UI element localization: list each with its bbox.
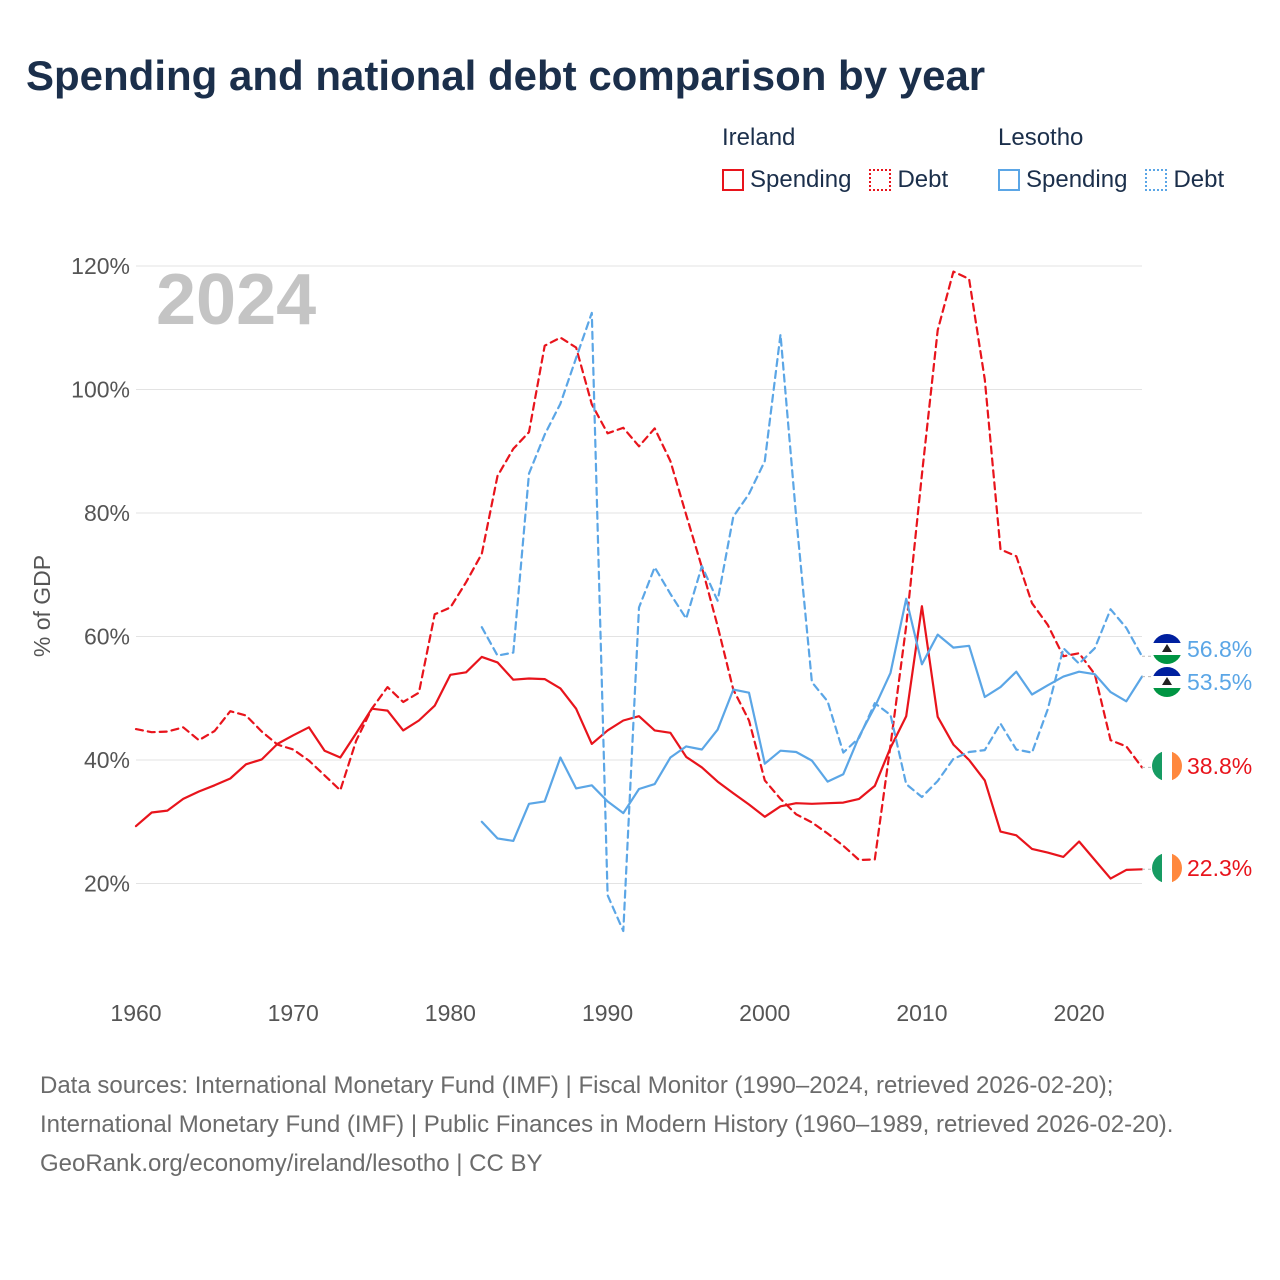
legend-item-lesotho-debt[interactable]: Debt (1145, 166, 1224, 194)
legend-swatch-dotted (869, 169, 892, 191)
legend-lesotho: Lesotho Spending Debt (998, 124, 1242, 194)
x-tick-label: 2010 (896, 1000, 947, 1026)
lesotho-flag-icon (1152, 667, 1182, 697)
gridlines (136, 265, 1142, 884)
x-tick-label: 2020 (1054, 1000, 1105, 1026)
series-line-ireland-spending[interactable] (134, 605, 1144, 880)
x-tick-label: 1980 (425, 1000, 476, 1026)
chart-title: Spending and national debt comparison by… (26, 52, 986, 99)
lesotho-flag-icon (1152, 634, 1182, 664)
y-tick-label: 40% (84, 747, 130, 773)
legend-item-ireland-debt[interactable]: Debt (869, 166, 948, 194)
legend-label: Debt (897, 166, 949, 193)
end-label-lesotho-debt: 56.8% (1187, 636, 1252, 662)
y-tick-label: 120% (71, 253, 130, 279)
series-line-lesotho-debt[interactable] (480, 311, 1144, 933)
legend-item-lesotho-spending[interactable]: Spending (998, 166, 1127, 194)
end-label-ireland-debt: 38.8% (1187, 753, 1252, 779)
legend-label: Debt (1173, 166, 1225, 193)
end-labels: 56.8% 53.5% 38.8% 22.3% (1187, 636, 1252, 881)
legend-swatch-solid (998, 169, 1020, 191)
legend-label: Spending (1026, 166, 1128, 193)
legend-country-ireland: Ireland (722, 124, 796, 151)
legend-label: Spending (750, 166, 852, 193)
legend-swatch-dotted (1145, 169, 1168, 191)
legend-swatch-solid (722, 169, 744, 191)
x-tick-label: 1990 (582, 1000, 633, 1026)
y-axis-label: % of GDP (29, 555, 55, 657)
y-tick-label: 20% (84, 871, 130, 897)
axes: % of GDP 20% 40% 60% 80% 100% 120% 1960 1970 198… (29, 253, 1105, 1026)
ireland-flag-icon (1152, 853, 1182, 883)
series-line-ireland-debt[interactable] (134, 270, 1144, 862)
series (134, 270, 1152, 933)
legend-item-ireland-spending[interactable]: Spending (722, 166, 851, 194)
credit-line: GeoRank.org/economy/ireland/lesotho | CC… (40, 1150, 543, 1177)
legend-country-lesotho: Lesotho (998, 124, 1084, 151)
year-watermark: 2024 (156, 260, 316, 340)
y-tick-label: 60% (84, 624, 130, 650)
y-tick-label: 100% (71, 377, 130, 403)
ireland-flag-icon (1152, 751, 1182, 781)
x-tick-label: 1960 (110, 1000, 161, 1026)
line-chart: % of GDP 20% 40% 60% 80% 100% 120% 1960 1970 198… (29, 253, 1252, 1026)
end-label-lesotho-spending: 53.5% (1187, 669, 1252, 695)
series-line-lesotho-spending[interactable] (480, 597, 1144, 843)
end-label-ireland-spending: 22.3% (1187, 855, 1252, 881)
x-tick-label: 2000 (739, 1000, 790, 1026)
footer: Data sources: International Monetary Fun… (40, 1066, 1240, 1183)
y-tick-label: 80% (84, 500, 130, 526)
legend-ireland: Ireland Spending Debt (722, 124, 966, 194)
x-tick-label: 1970 (268, 1000, 319, 1026)
data-sources: Data sources: International Monetary Fun… (40, 1072, 1174, 1138)
